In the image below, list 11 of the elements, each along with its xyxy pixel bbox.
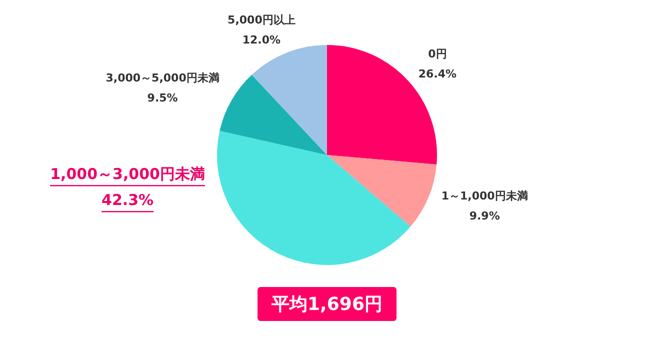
- data-label: 9.5%: [147, 91, 178, 104]
- slice-label: 5,000円以上: [228, 13, 296, 26]
- slice-label: 0円: [428, 47, 447, 60]
- data-label: 12.0%: [242, 33, 281, 46]
- data-label: 26.4%: [418, 67, 457, 80]
- slice-label: 3,000～5,000円未満: [106, 71, 220, 84]
- data-label: 9.9%: [469, 210, 500, 223]
- data-label: 42.3%: [102, 190, 154, 209]
- text: 平均1,696円: [258, 287, 396, 321]
- slice-label: 1～1,000円未満: [441, 190, 528, 203]
- slice-label: 1,000～3,000円未満: [50, 164, 206, 183]
